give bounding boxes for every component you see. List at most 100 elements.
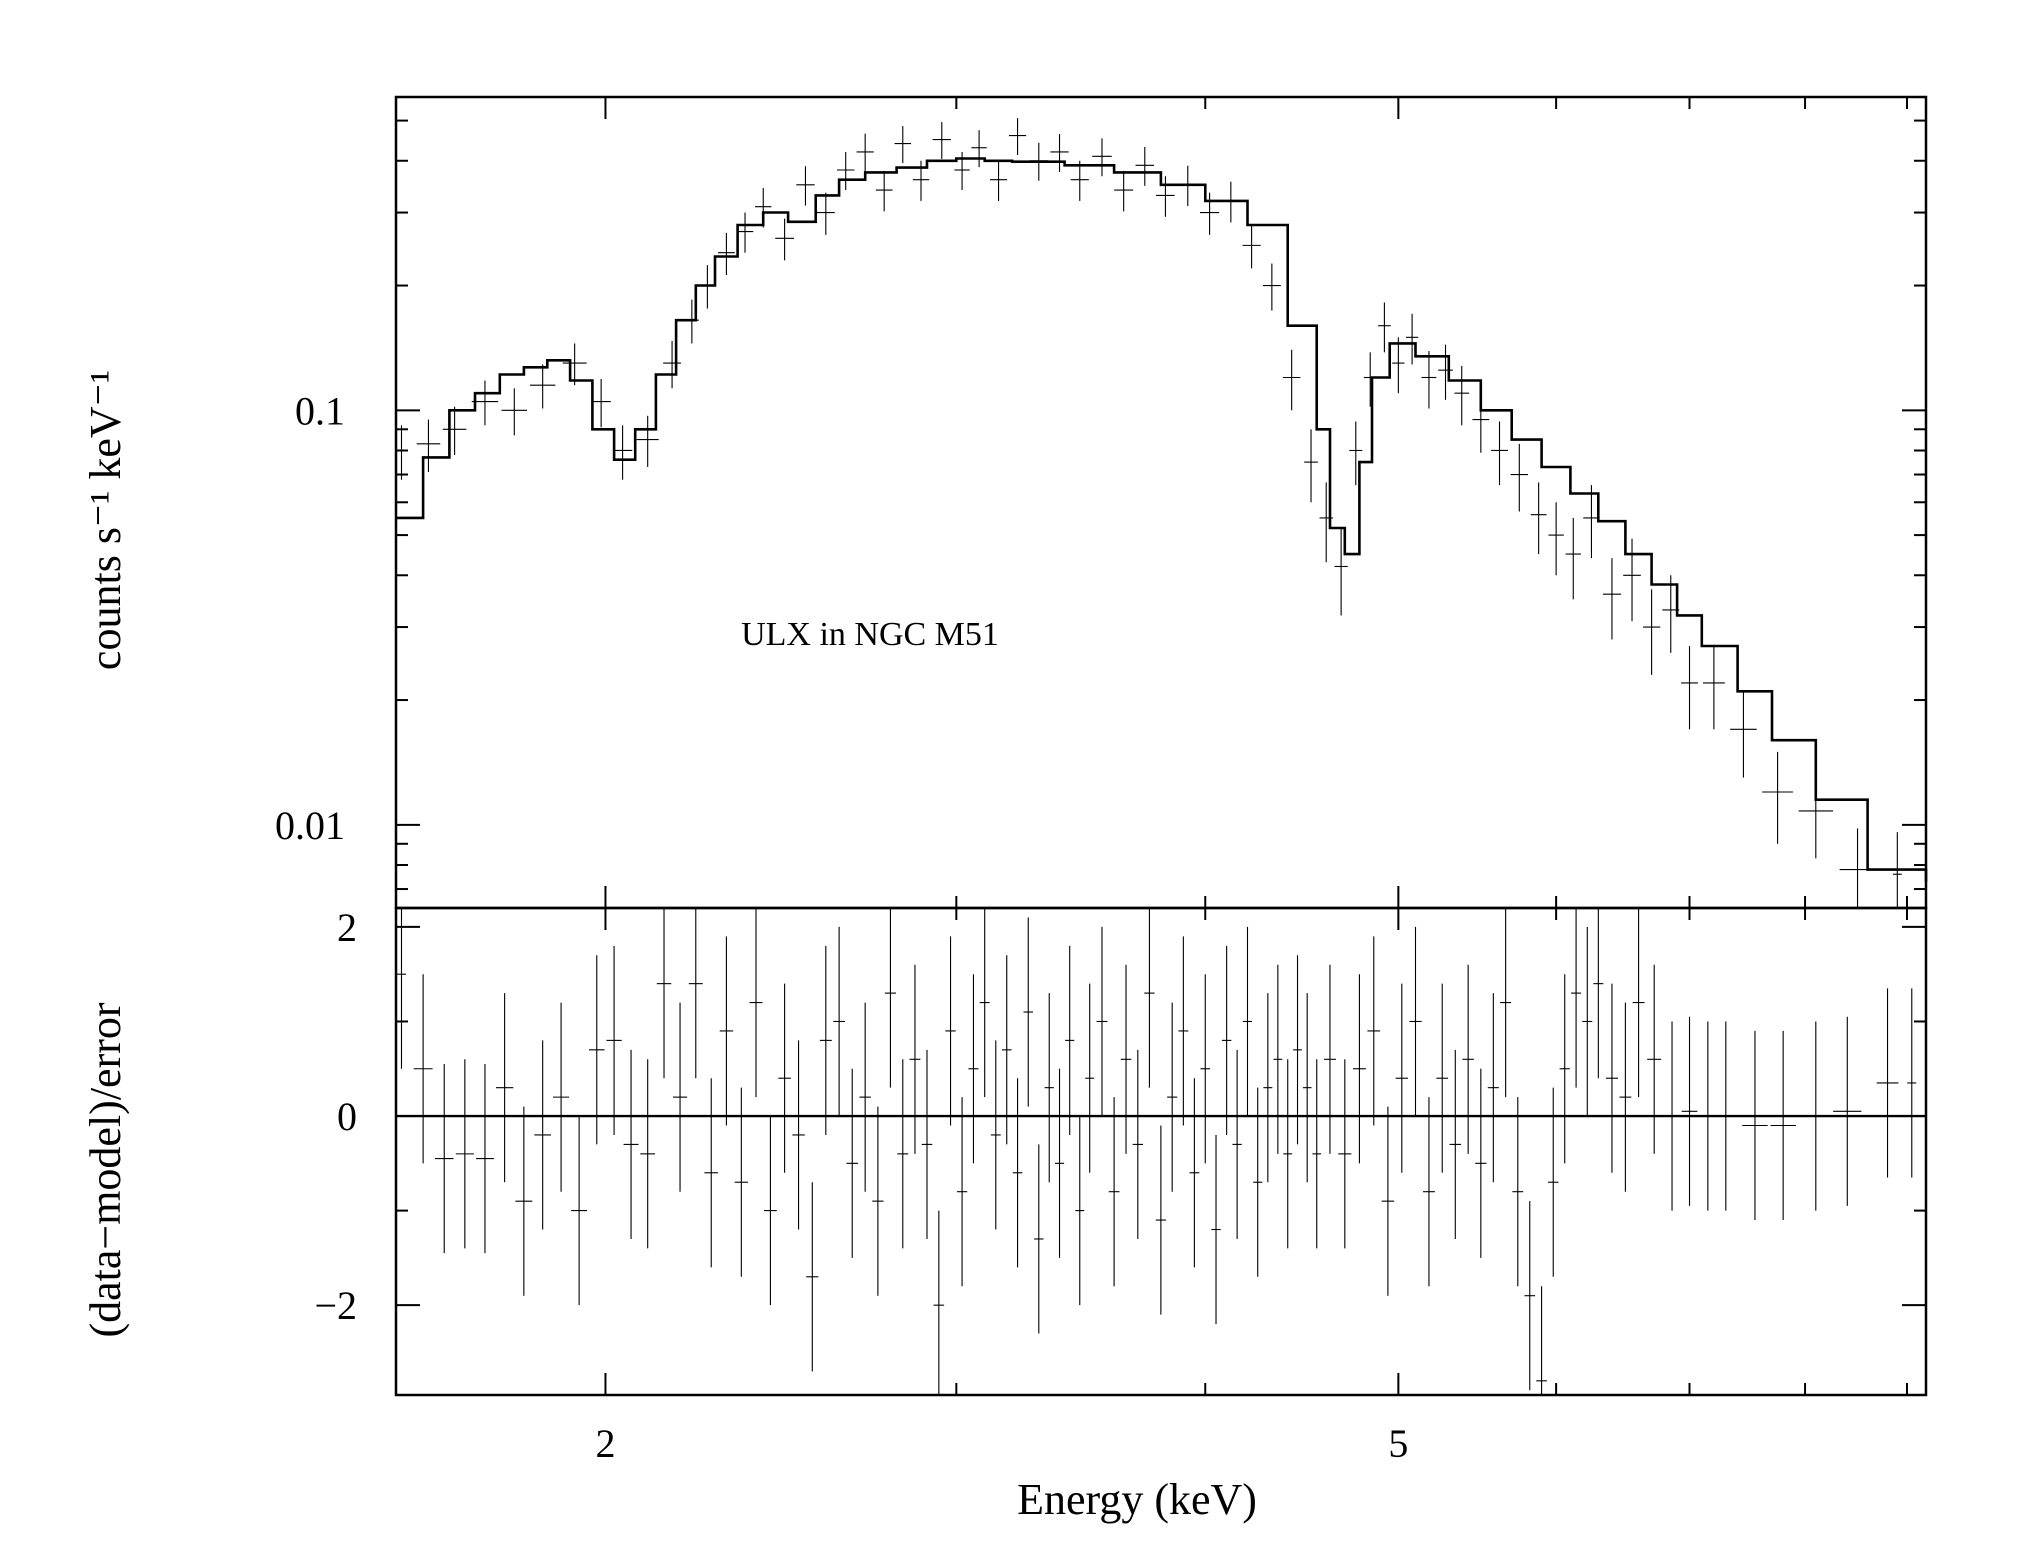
residual-data-point bbox=[1422, 1097, 1435, 1287]
spectrum-data-point bbox=[1798, 773, 1834, 859]
spectrum-data-point bbox=[1349, 421, 1363, 486]
spectrum-data-point bbox=[1472, 391, 1490, 453]
residual-data-point bbox=[396, 908, 406, 1069]
residual-data-point bbox=[455, 1059, 474, 1249]
residual-data-point bbox=[1155, 1125, 1166, 1315]
residual-data-point bbox=[515, 1106, 533, 1296]
residual-data-point bbox=[1108, 1097, 1120, 1287]
residual-data-point bbox=[1075, 1116, 1085, 1306]
residual-data-point bbox=[1054, 1068, 1065, 1258]
residual-data-point bbox=[792, 1040, 805, 1230]
spectrum-data-point bbox=[1092, 138, 1112, 177]
spectrum-data-point bbox=[1681, 646, 1698, 730]
spectrum-data-point bbox=[989, 160, 1008, 201]
residual-data-point bbox=[1436, 983, 1449, 1173]
spectrum-data-point bbox=[1242, 224, 1261, 269]
spectrum-data-point bbox=[529, 364, 556, 409]
residual-data-point bbox=[933, 1210, 945, 1395]
spectrum-data-point bbox=[700, 265, 715, 309]
spectrum-data-point bbox=[1029, 142, 1049, 181]
spectrum-data-point bbox=[1454, 365, 1470, 426]
residual-data-point bbox=[1132, 1049, 1144, 1239]
residual-data-point bbox=[1352, 974, 1366, 1164]
residual-data-point bbox=[1034, 1144, 1044, 1334]
chart-annotation: ULX in NGC M51 bbox=[741, 616, 999, 653]
residual-data-point bbox=[1221, 945, 1232, 1135]
residual-data-point bbox=[571, 1116, 588, 1306]
residual-data-point bbox=[1833, 1016, 1862, 1206]
x-tick-label: 5 bbox=[1388, 1421, 1408, 1466]
residual-data-point bbox=[1367, 936, 1381, 1126]
residual-data-point bbox=[434, 1064, 454, 1254]
spectrum-data-point bbox=[591, 379, 611, 428]
spectrum-data-point bbox=[1262, 263, 1281, 311]
residual-y-tick-label: −2 bbox=[314, 1283, 357, 1328]
spectrum-data-point bbox=[1730, 691, 1757, 778]
spectrum-data-point bbox=[1282, 349, 1301, 411]
spectrum-data-point bbox=[471, 380, 499, 426]
residual-data-point bbox=[1312, 1059, 1322, 1249]
spectrum-data-point bbox=[1378, 302, 1391, 353]
spectrum-data-point bbox=[736, 212, 754, 253]
residual-data-point bbox=[1801, 1021, 1830, 1211]
spectrum-data-point bbox=[1405, 313, 1419, 365]
residual-data-point bbox=[1065, 945, 1075, 1135]
spectrum-data-point bbox=[796, 166, 815, 206]
spectrum-data-point bbox=[856, 133, 874, 173]
residual-data-point bbox=[859, 1002, 871, 1192]
residual-data-point bbox=[1085, 983, 1095, 1173]
spectrum-data-point bbox=[1892, 832, 1902, 908]
spectrum-data-point bbox=[396, 425, 406, 480]
residual-data-point bbox=[1293, 955, 1302, 1145]
residual-y-axis-title: (data−model)/error bbox=[81, 1002, 130, 1337]
residual-data-point bbox=[1647, 964, 1662, 1154]
residual-data-point bbox=[1593, 908, 1604, 1079]
residual-data-point bbox=[1500, 908, 1512, 1098]
residual-data-point bbox=[1876, 988, 1899, 1178]
residual-data-point bbox=[1324, 964, 1336, 1154]
residual-data-point bbox=[897, 1059, 909, 1249]
residual-data-point bbox=[534, 1040, 551, 1230]
spectrum-data-point bbox=[912, 160, 930, 201]
residual-data-point bbox=[1619, 1002, 1632, 1192]
residual-data-point bbox=[623, 1049, 639, 1239]
residual-data-point bbox=[1200, 974, 1211, 1164]
residual-plot-frame bbox=[394, 906, 1928, 1397]
residual-data-point bbox=[1044, 993, 1054, 1183]
spectrum-data-point bbox=[1156, 176, 1175, 217]
residual-data-point bbox=[1632, 908, 1645, 1098]
spectrum-data-point bbox=[1623, 538, 1641, 622]
spectrum-data-point bbox=[836, 151, 855, 191]
spectrum-data-point bbox=[1662, 575, 1680, 653]
residual-data-point bbox=[1559, 974, 1570, 1164]
spectrum-data-point bbox=[684, 299, 699, 344]
spectrum-data-point bbox=[1583, 485, 1600, 559]
spectrum-data-point bbox=[1050, 134, 1069, 172]
residual-data-point bbox=[588, 955, 605, 1145]
spectrum-y-tick-label: 0.01 bbox=[275, 803, 345, 848]
residual-data-point bbox=[764, 1116, 777, 1306]
residual-data-point bbox=[1907, 988, 1917, 1178]
spectrum-data-point bbox=[442, 406, 467, 456]
residual-data-point bbox=[1232, 1049, 1242, 1239]
residual-data-point bbox=[921, 1049, 933, 1239]
spectrum-data-point bbox=[501, 388, 528, 436]
spectrum-data-point bbox=[954, 151, 970, 191]
residual-data-point bbox=[1144, 908, 1155, 1088]
residual-data-point bbox=[1395, 983, 1408, 1173]
spectrum-data-point bbox=[932, 122, 951, 159]
spectrum-data-point bbox=[875, 170, 893, 212]
spectrum-plot-frame bbox=[394, 95, 1928, 910]
residual-data-point bbox=[672, 1002, 688, 1192]
x-axis-title: Energy (keV) bbox=[1017, 1475, 1257, 1524]
spectrum-data-point bbox=[1642, 589, 1661, 675]
spectrum-data-point bbox=[1839, 828, 1876, 908]
residual-data-point bbox=[1449, 1049, 1462, 1239]
residual-data-point bbox=[1548, 1087, 1559, 1277]
spectrum-data-point bbox=[1363, 352, 1377, 407]
residual-data-point bbox=[552, 1002, 570, 1192]
spectrum-panel: 0.1 0.01 bbox=[275, 95, 1928, 910]
residual-data-point bbox=[606, 945, 622, 1135]
residual-data-point bbox=[1242, 926, 1253, 1117]
spectrum-y-axis-title: counts s⁻¹ keV⁻¹ bbox=[81, 370, 130, 670]
